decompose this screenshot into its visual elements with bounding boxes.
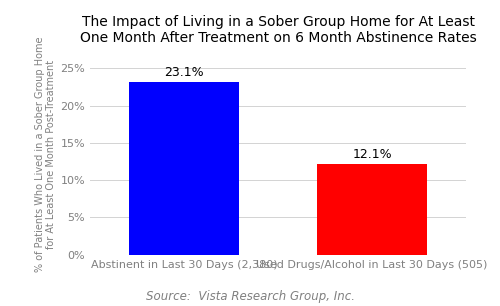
Bar (318, 164, 427, 255)
Text: 23.1%: 23.1% (164, 66, 204, 80)
Bar (129, 82, 239, 255)
Title: The Impact of Living in a Sober Group Home for At Least
One Month After Treatmen: The Impact of Living in a Sober Group Ho… (80, 15, 476, 45)
Text: Source:  Vista Research Group, Inc.: Source: Vista Research Group, Inc. (146, 290, 354, 303)
Text: 12.1%: 12.1% (352, 148, 392, 162)
Y-axis label: % of Patients Who Lived in a Sober Group Home
for At Least One Month Post-Treatm: % of Patients Who Lived in a Sober Group… (34, 36, 56, 272)
